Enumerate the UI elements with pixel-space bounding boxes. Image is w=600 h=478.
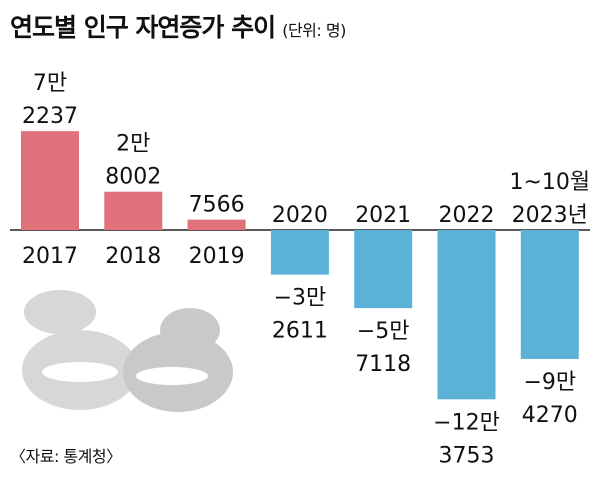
baby-bed-icon bbox=[22, 290, 233, 412]
data-label: 7566 bbox=[189, 193, 245, 218]
category-label: 2020 bbox=[272, 203, 328, 228]
data-label: −9만 bbox=[523, 370, 576, 395]
chart-unit: (단위: 명) bbox=[282, 21, 346, 40]
bar-1~10월 2023년 bbox=[520, 230, 579, 359]
bar-2017 bbox=[21, 131, 79, 230]
bar-2021 bbox=[354, 230, 413, 309]
data-label: 4270 bbox=[522, 403, 578, 428]
chart-title-block: 연도별 인구 자연증가 추이 (단위: 명) bbox=[10, 8, 346, 44]
category-label: 2017 bbox=[22, 244, 78, 269]
pillow-shape bbox=[24, 290, 96, 334]
source-note: 〈자료: 통계청〉 bbox=[10, 447, 122, 466]
data-label: 7118 bbox=[355, 352, 411, 377]
bar-2019 bbox=[187, 219, 246, 230]
data-label: 2237 bbox=[22, 104, 78, 129]
data-label: 2611 bbox=[272, 319, 328, 344]
category-label: 2022 bbox=[439, 203, 495, 228]
blanket-shape bbox=[42, 362, 118, 382]
category-label: 1~10월 bbox=[509, 170, 590, 195]
data-label: −12만 bbox=[433, 410, 500, 435]
data-label: 2만 bbox=[116, 132, 150, 157]
data-label: 8002 bbox=[105, 165, 161, 190]
data-label: −3만 bbox=[274, 286, 327, 311]
bar-2018 bbox=[104, 191, 163, 230]
chart-title: 연도별 인구 자연증가 추이 bbox=[10, 13, 276, 42]
blanket-shape bbox=[136, 367, 208, 385]
bar-2020 bbox=[270, 230, 329, 275]
category-label: 2023년 bbox=[512, 203, 588, 228]
category-label: 2021 bbox=[355, 203, 411, 228]
data-label: 7만 bbox=[33, 71, 67, 96]
category-label: 2019 bbox=[189, 244, 245, 269]
data-label: 3753 bbox=[439, 443, 495, 468]
bar-2022 bbox=[437, 230, 496, 400]
data-label: −5만 bbox=[357, 319, 410, 344]
category-label: 2018 bbox=[105, 244, 161, 269]
